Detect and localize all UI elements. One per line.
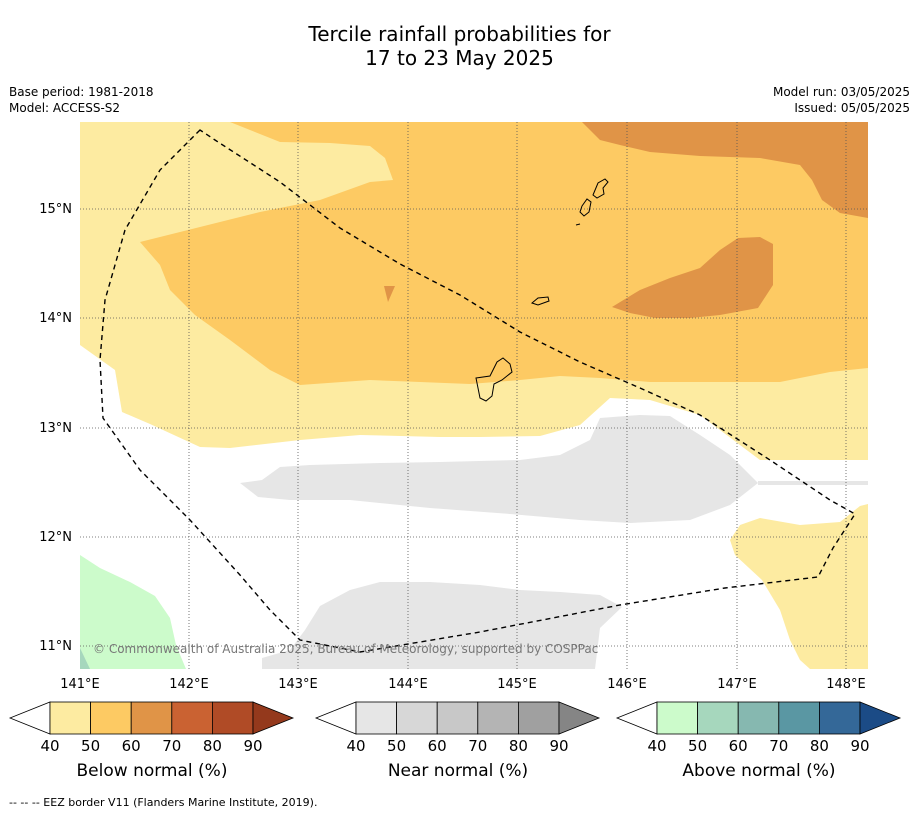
colorbar-segment	[211, 701, 254, 735]
colorbar-segment	[778, 701, 820, 735]
colorbar-tick-label: 60	[122, 737, 141, 755]
colorbar-segment	[477, 701, 519, 735]
lat-label: 13°N	[39, 421, 72, 436]
colorbar-2: 40 50 60 70 80 90	[615, 701, 902, 755]
lat-label: 12°N	[39, 530, 72, 545]
colorbar-segment	[697, 701, 739, 735]
below-normal-50-60-region	[140, 122, 868, 385]
colorbar-segment	[49, 701, 91, 735]
colorbar-low-extend	[8, 701, 51, 735]
lon-label: 147°E	[717, 677, 757, 692]
colorbar-tick-label: 90	[243, 737, 262, 755]
colorbar-tick-label: 40	[647, 737, 666, 755]
longitude-labels: 141°E 142°E 143°E 144°E 145°E 146°E 147°…	[60, 677, 866, 692]
map-plot-area: © Commonwealth of Australia 2025, Bureau…	[80, 122, 868, 669]
colorbar-1: 40 50 60 70 80 90	[314, 701, 601, 755]
island-rota	[530, 296, 550, 306]
colorbar-segment	[396, 701, 438, 735]
lon-label: 144°E	[388, 677, 428, 692]
colorbar-segment	[171, 701, 213, 735]
lat-label: 15°N	[39, 202, 72, 217]
lon-label: 145°E	[497, 677, 537, 692]
meta-right: Model run: 03/05/2025 Issued: 05/05/2025	[773, 84, 910, 116]
above-normal-40-50-region	[80, 555, 186, 669]
colorbar-high-extend	[558, 701, 601, 735]
island-tinian	[579, 198, 592, 217]
base-period: Base period: 1981-2018	[9, 85, 154, 99]
colorbar-low-extend	[314, 701, 357, 735]
colorbar-tick-label: 80	[203, 737, 222, 755]
meta-left: Base period: 1981-2018 Model: ACCESS-S2	[9, 84, 154, 116]
lon-label: 141°E	[60, 677, 100, 692]
islands	[475, 178, 609, 402]
below-normal-60-70-region-e	[612, 237, 773, 318]
colorbar-0: 40 50 60 70 80 90	[8, 701, 295, 755]
title-line-1: Tercile rainfall probabilities for	[308, 22, 611, 46]
lat-label: 11°N	[39, 639, 72, 654]
colorbar-tick-label: 80	[509, 737, 528, 755]
colorbar-high-extend	[252, 701, 295, 735]
title-line-2: 17 to 23 May 2025	[365, 46, 554, 70]
island-guam	[475, 357, 513, 402]
below-normal-60-70-region-ne	[582, 122, 868, 218]
colorbars: 40 50 60 70 80 90 40 50 60 70 80 90 40 50 60 70 80 90	[8, 701, 902, 755]
eez-border	[99, 129, 856, 653]
colorbar-low-extend	[615, 701, 658, 735]
map-copyright: © Commonwealth of Australia 2025, Bureau…	[93, 642, 598, 656]
colorbar-tick-label: 70	[468, 737, 487, 755]
lon-label: 148°E	[826, 677, 866, 692]
below-normal-60-70-speck	[384, 286, 395, 302]
colorbar-tick-label: 90	[549, 737, 568, 755]
colorbar-tick-label: 60	[428, 737, 447, 755]
colorbar-tick-label: 40	[346, 737, 365, 755]
colorbar-tick-label: 50	[81, 737, 100, 755]
colorbar-segment	[90, 701, 132, 735]
colorbar-label-near: Near normal (%)	[387, 761, 529, 781]
colorbar-segment	[436, 701, 479, 735]
colorbar-tick-label: 40	[40, 737, 59, 755]
lon-label: 143°E	[278, 677, 318, 692]
near-normal-40-50-region-central	[240, 415, 758, 523]
below-normal-40-50-region-se	[730, 504, 868, 669]
colorbar-segment	[355, 701, 397, 735]
latitude-labels: 15°N 14°N 13°N 12°N 11°N	[39, 202, 72, 654]
model-run: Model run: 03/05/2025	[772, 85, 910, 99]
map-title: Tercile rainfall probabilities for 17 to…	[0, 22, 919, 70]
colorbar-segment	[819, 701, 861, 735]
colorbar-segment	[518, 701, 560, 735]
eez-footnote: -- -- -- EEZ border V11 (Flanders Marine…	[9, 796, 318, 809]
issued-date: Issued: 05/05/2025	[794, 101, 910, 115]
colorbar-tick-label: 50	[688, 737, 707, 755]
map-gridlines	[80, 122, 868, 669]
colorbar-tick-label: 80	[810, 737, 829, 755]
colorbar-tick-label: 50	[387, 737, 406, 755]
lat-label: 14°N	[39, 311, 72, 326]
above-normal-50-60-region	[80, 648, 90, 669]
near-normal-40-50-region-south	[262, 582, 622, 669]
colorbar-tick-label: 70	[769, 737, 788, 755]
colorbar-segment	[656, 701, 698, 735]
colorbar-segment	[737, 701, 780, 735]
colorbar-tick-label: 70	[162, 737, 181, 755]
near-normal-strip	[758, 481, 868, 485]
colorbar-label-below: Below normal (%)	[76, 761, 228, 781]
colorbar-high-extend	[859, 701, 902, 735]
colorbar-tick-label: 90	[850, 737, 869, 755]
colorbar-tick-label: 60	[729, 737, 748, 755]
lon-label: 146°E	[607, 677, 647, 692]
island-saipan	[592, 178, 609, 199]
colorbar-segment	[130, 701, 173, 735]
colorbar-label-above: Above normal (%)	[682, 761, 836, 781]
model-name: Model: ACCESS-S2	[9, 101, 121, 115]
island-aguijan	[575, 223, 581, 226]
lon-label: 142°E	[169, 677, 209, 692]
